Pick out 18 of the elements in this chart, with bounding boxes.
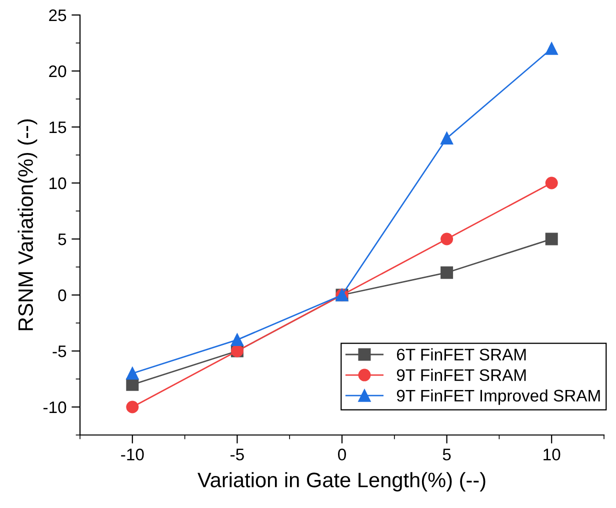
y-tick-label: -10 bbox=[43, 401, 66, 414]
y-tick-label: 10 bbox=[50, 177, 66, 190]
legend-label: 9T FinFET Improved SRAM bbox=[396, 389, 600, 405]
legend-label: 9T FinFET SRAM bbox=[396, 368, 526, 382]
y-tick-label: 5 bbox=[58, 234, 66, 246]
y-tick-label: 25 bbox=[49, 9, 66, 22]
x-tick-label: -10 bbox=[121, 448, 144, 460]
y-tick-label: 20 bbox=[49, 65, 66, 78]
y-tick-label: 0 bbox=[58, 289, 66, 302]
y-tick-label: 15 bbox=[50, 122, 66, 134]
x-axis-title: Variation in Gate Length(%) (--) bbox=[198, 472, 486, 492]
x-tick-label: 0 bbox=[338, 448, 346, 460]
x-tick-label: 10 bbox=[544, 448, 560, 460]
x-tick-label: -5 bbox=[230, 448, 244, 460]
y-tick-label: -5 bbox=[52, 346, 66, 358]
legend-label: 6T FinFET SRAM bbox=[396, 348, 526, 360]
x-tick-label: 5 bbox=[442, 448, 451, 460]
y-axis-title: RSNM Variation(%) (--) bbox=[18, 119, 38, 330]
